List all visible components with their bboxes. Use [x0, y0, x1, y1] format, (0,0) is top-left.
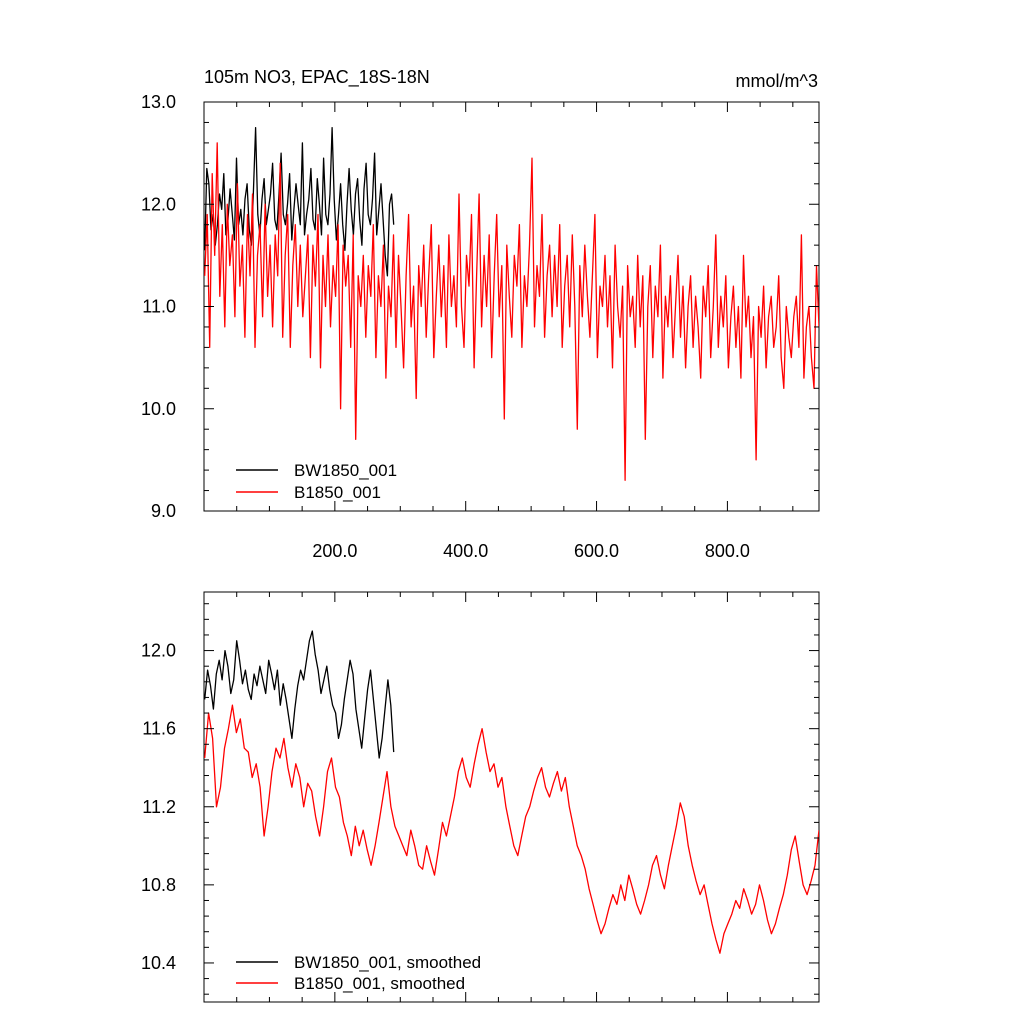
top-ytick-label: 9.0 [151, 501, 176, 521]
top-ytick-label: 10.0 [141, 399, 176, 419]
top-plot-area: 9.0 10.0 11.0 12.0 13.0 200.0 400.0 600.0 800.0 [141, 92, 820, 561]
top-legend-label: B1850_001 [294, 483, 381, 502]
top-xtick-label: 400.0 [443, 541, 488, 561]
top-xtick-label: 600.0 [574, 541, 619, 561]
top-xtick-label: 200.0 [312, 541, 357, 561]
bottom-legend-label: BW1850_001, smoothed [294, 953, 481, 972]
top-ytick-label: 12.0 [141, 194, 176, 214]
bottom-series-0-line [204, 630, 395, 759]
bottom-ytick-label: 11.2 [142, 797, 176, 817]
top-legend-label: BW1850_001 [294, 461, 397, 480]
bottom-series-1-line [204, 704, 819, 954]
bottom-legend: BW1850_001, smoothed B1850_001, smoothed [236, 953, 481, 993]
top-legend: BW1850_001 B1850_001 [236, 461, 397, 502]
bottom-plot-area: 10.4 10.8 11.2 11.6 12.0 [141, 591, 820, 1003]
bottom-ytick-label: 12.0 [141, 641, 176, 661]
top-ytick-label: 11.0 [142, 297, 176, 317]
bottom-ytick-label: 11.6 [142, 719, 176, 739]
top-panel-units: mmol/m^3 [736, 71, 818, 91]
top-panel-title: 105m NO3, EPAC_18S-18N [204, 67, 430, 88]
top-xtick-label: 800.0 [705, 541, 750, 561]
bottom-ytick-label: 10.4 [141, 953, 176, 973]
top-panel: 105m NO3, EPAC_18S-18N mmol/m^3 9.0 10.0 1… [141, 67, 820, 561]
top-series-0-line [204, 126, 395, 277]
top-ytick-label: 13.0 [141, 92, 176, 112]
bottom-ytick-label: 10.8 [141, 875, 176, 895]
bottom-panel: 10.4 10.8 11.2 11.6 12.0 BW1850_001, smoothe… [141, 591, 820, 1003]
top-series-1-line [204, 142, 819, 481]
bottom-plot-frame [203, 591, 820, 1003]
bottom-legend-label: B1850_001, smoothed [294, 974, 465, 993]
